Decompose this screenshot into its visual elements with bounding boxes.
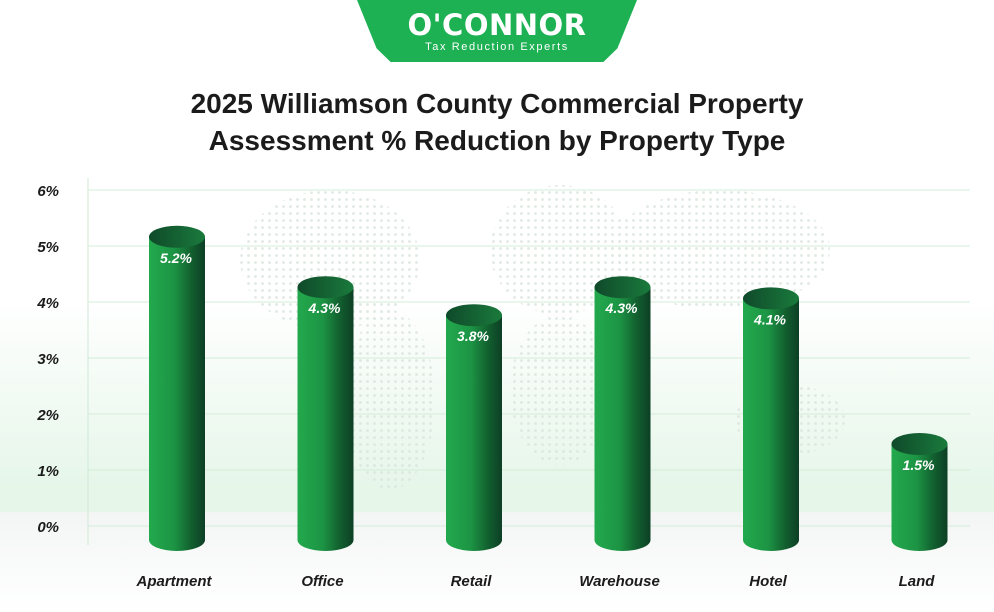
bar: 4.3% [594, 276, 651, 551]
y-tick-label: 2% [36, 407, 59, 424]
bar-top [446, 304, 502, 327]
bar: 1.5% [891, 433, 948, 551]
x-category-label: Hotel [749, 573, 787, 590]
y-tick-label: 5% [37, 239, 59, 256]
y-tick-label: 3% [37, 351, 59, 368]
y-tick-label: 0% [37, 519, 59, 536]
logo-name: O'CONNOR [407, 8, 587, 42]
chart-title-line-1: 2025 Williamson County Commercial Proper… [190, 88, 804, 119]
y-tick-label: 4% [36, 295, 59, 312]
chart-title: 2025 Williamson County Commercial Proper… [97, 85, 897, 159]
x-category-label: Office [301, 573, 343, 590]
bar-body [149, 236, 205, 552]
x-category-label: Warehouse [579, 573, 660, 590]
bar: 4.3% [297, 276, 354, 551]
bar-body [594, 287, 651, 551]
bar-top [743, 287, 799, 310]
bar-value-label: 4.1% [753, 311, 786, 327]
bar-top [594, 276, 651, 299]
chart-title-line-2: Assessment % Reduction by Property Type [208, 125, 786, 156]
bar-value-label: 1.5% [903, 457, 935, 473]
bar-value-label: 3.8% [457, 328, 489, 344]
bar-body [297, 287, 354, 551]
x-category-label: Retail [451, 573, 493, 590]
y-tick-label: 6% [37, 183, 59, 200]
x-category-label: Apartment [135, 573, 212, 590]
bar-body [743, 298, 799, 551]
bar-top [297, 276, 354, 299]
bar-value-label: 4.3% [308, 300, 341, 316]
world-map-dots [240, 185, 845, 490]
bar: 5.2% [149, 225, 205, 552]
bar-body [891, 444, 948, 551]
y-tick-label: 1% [37, 463, 59, 480]
bar-top [891, 433, 948, 455]
logo-tagline: Tax Reduction Experts [425, 41, 569, 53]
bar: 3.8% [446, 304, 502, 551]
bar-top [149, 225, 205, 248]
logo-badge [357, 0, 637, 62]
x-category-label: Land [899, 573, 936, 590]
bar-value-label: 4.3% [605, 300, 638, 316]
bar: 4.1% [743, 287, 799, 551]
bar-body [446, 315, 502, 551]
bar-value-label: 5.2% [160, 250, 192, 266]
